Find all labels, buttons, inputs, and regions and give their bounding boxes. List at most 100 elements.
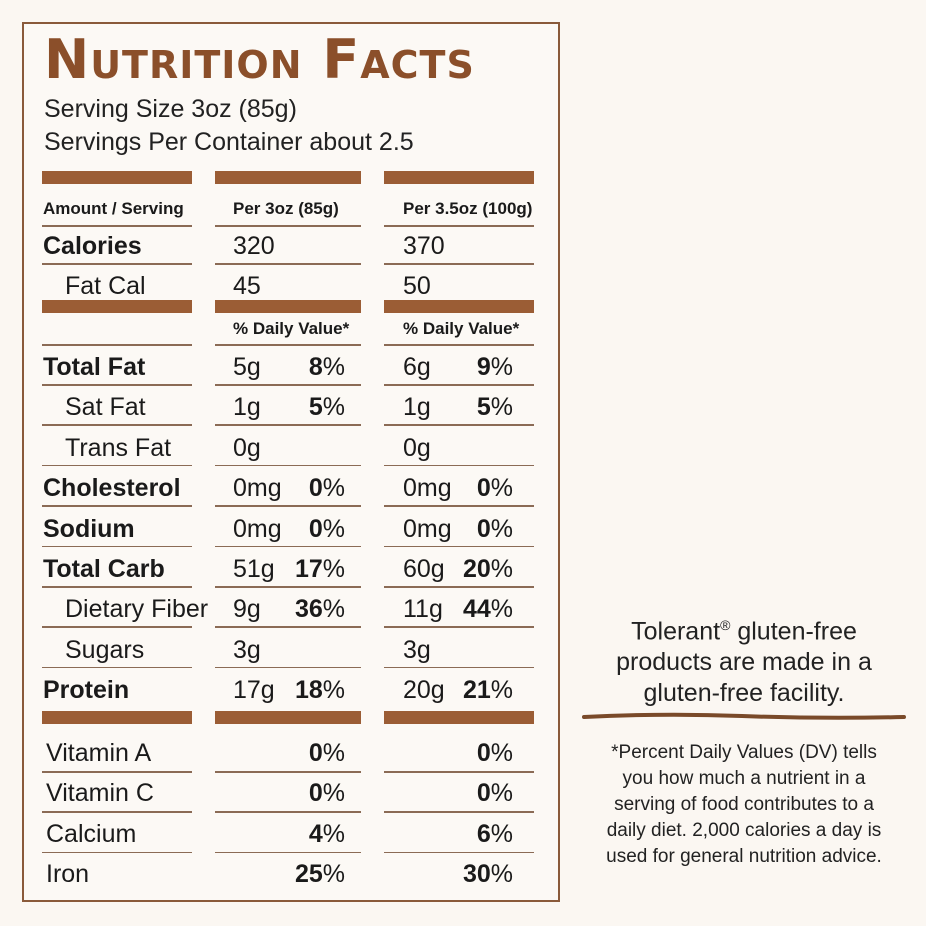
row-divider (384, 771, 534, 773)
gluten-free-note: Tolerant® gluten-free products are made … (616, 617, 872, 708)
nutrient-amount-1: 5g (233, 353, 261, 381)
col2-header: Per 3.5oz (100g) (403, 199, 533, 218)
row-divider (384, 811, 534, 813)
vitamin-dv-1: 0% (308, 739, 345, 767)
vitamin-label: Vitamin A (46, 739, 152, 767)
vitamin-dv-1: 4% (308, 819, 345, 848)
row-divider (384, 545, 534, 548)
nutrient-amount-1: 9g (233, 595, 261, 624)
section-bar (215, 171, 361, 184)
nutrient-label: Sugars (65, 635, 145, 664)
row-divider (42, 586, 192, 588)
nutrient-amount-2: 3g (403, 635, 431, 664)
vitamin-label: Iron (46, 859, 90, 888)
row-divider (42, 666, 192, 669)
row-divider (215, 771, 361, 773)
nutrient-amount-2: 0g (403, 433, 431, 462)
row-divider (42, 384, 192, 386)
col1-header: Per 3oz (85g) (233, 199, 339, 218)
nutrient-label: Protein (43, 676, 130, 705)
row-divider (215, 666, 361, 669)
calories-value-1: 320 (233, 232, 275, 260)
row-divider (384, 225, 534, 227)
row-divider (215, 464, 361, 467)
row-divider (215, 626, 361, 628)
fat-cal-value-2: 50 (403, 272, 431, 300)
row-divider (215, 424, 361, 426)
row-divider (215, 384, 361, 386)
section-bar (215, 711, 361, 724)
row-divider (384, 424, 534, 426)
fat-cal-label: Fat Cal (65, 272, 146, 300)
nutrient-label: Total Fat (43, 353, 146, 381)
nutrient-dv-2: 0% (476, 474, 513, 503)
nutrient-dv-1: 0% (308, 514, 345, 543)
divider-swoosh (582, 712, 906, 720)
row-divider (384, 851, 534, 854)
vitamin-dv-1: 25% (294, 859, 345, 888)
nutrient-amount-1: 0g (233, 433, 261, 462)
nutrient-dv-2: 20% (462, 555, 513, 583)
amount-per-serving-header: Amount / Serving (43, 199, 184, 218)
nutrient-label: Trans Fat (65, 433, 172, 462)
nutrient-dv-2: 21% (462, 676, 513, 705)
row-divider (215, 545, 361, 548)
vitamin-label: Vitamin C (46, 779, 154, 808)
nutrient-amount-2: 0mg (403, 474, 452, 503)
section-bar (384, 171, 534, 184)
vitamin-dv-1: 0% (308, 779, 345, 808)
row-divider (42, 626, 192, 628)
row-divider (42, 851, 192, 854)
servings-per-container: Servings Per Container about 2.5 (44, 128, 414, 156)
nutrient-dv-1: 0% (308, 474, 345, 503)
row-divider (215, 505, 361, 507)
nutrient-amount-1: 17g (233, 676, 275, 705)
row-divider (384, 384, 534, 386)
row-divider (215, 811, 361, 813)
row-divider (384, 263, 534, 265)
nutrient-amount-2: 6g (403, 353, 431, 381)
row-divider (215, 851, 361, 854)
nutrient-label: Sodium (43, 514, 135, 543)
row-divider (215, 263, 361, 265)
calories-value-2: 370 (403, 232, 445, 260)
row-divider (42, 505, 192, 507)
nutrient-amount-2: 11g (403, 595, 443, 624)
section-bar (384, 711, 534, 724)
nutrient-dv-2: 5% (476, 393, 513, 422)
nutrient-dv-2: 44% (462, 595, 513, 624)
row-divider (384, 344, 534, 346)
row-divider (42, 771, 192, 773)
nutrient-amount-2: 1g (403, 393, 431, 422)
fat-cal-value-1: 45 (233, 272, 261, 300)
row-divider (215, 344, 361, 346)
row-divider (384, 626, 534, 628)
serving-size: Serving Size 3oz (85g) (44, 95, 297, 123)
nutrient-dv-2: 0% (476, 514, 513, 543)
nutrient-label: Cholesterol (43, 474, 181, 503)
nutrition-title: Nutrition Facts (44, 28, 475, 91)
vitamin-dv-2: 0% (476, 779, 513, 808)
row-divider (42, 545, 192, 548)
nutrient-amount-1: 1g (233, 393, 261, 422)
row-divider (215, 225, 361, 227)
nutrient-amount-1: 3g (233, 635, 261, 664)
nutrient-amount-2: 60g (403, 555, 445, 583)
nutrient-dv-1: 18% (294, 676, 345, 705)
nutrient-dv-2: 9% (476, 353, 513, 381)
row-divider (42, 225, 192, 227)
brand-name: Tolerant (631, 617, 721, 646)
nutrient-amount-2: 0mg (403, 514, 452, 543)
vitamin-dv-2: 0% (476, 739, 513, 767)
row-divider (42, 464, 192, 467)
nutrient-dv-1: 36% (294, 595, 345, 624)
row-divider (215, 586, 361, 588)
row-divider (384, 586, 534, 588)
row-divider (42, 263, 192, 265)
vitamin-dv-2: 30% (462, 859, 513, 888)
nutrient-amount-1: 51g (233, 555, 275, 583)
row-divider (42, 344, 192, 346)
daily-value-footnote: *Percent Daily Values (DV) tells you how… (606, 742, 882, 867)
vitamin-label: Calcium (46, 819, 137, 848)
row-divider (42, 424, 192, 426)
